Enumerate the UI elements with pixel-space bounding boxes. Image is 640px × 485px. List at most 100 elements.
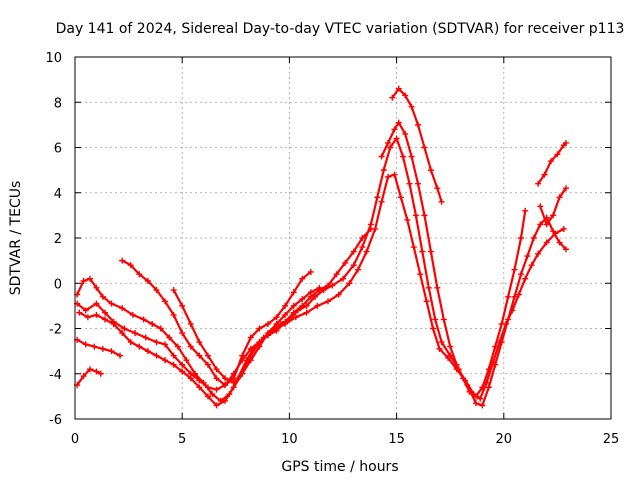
data-point-marker — [162, 298, 169, 305]
data-point-marker — [342, 259, 349, 266]
y-tick-label: 0 — [54, 277, 62, 292]
data-point-marker — [299, 296, 306, 303]
data-point-marker — [179, 368, 186, 375]
data-point-marker — [333, 271, 340, 278]
series-track-3 — [76, 284, 323, 409]
series-track-4 — [119, 257, 314, 389]
y-tick-label: 4 — [54, 187, 62, 202]
data-point-marker — [427, 167, 434, 174]
data-point-marker — [196, 339, 203, 346]
data-point-marker — [447, 343, 454, 350]
data-point-marker — [522, 275, 529, 282]
data-point-marker — [204, 352, 211, 359]
data-point-marker — [127, 339, 134, 346]
y-tick-label: 10 — [45, 51, 62, 66]
data-point-marker — [187, 343, 194, 350]
data-point-marker — [316, 287, 323, 294]
grid — [75, 57, 611, 419]
data-point-marker — [537, 203, 544, 210]
data-point-marker — [222, 375, 229, 382]
data-point-marker — [528, 262, 535, 269]
series-track-6 — [378, 119, 529, 400]
data-point-marker — [466, 388, 473, 395]
data-point-marker — [417, 271, 424, 278]
chart-title: Day 141 of 2024, Sidereal Day-to-day VTE… — [56, 21, 625, 37]
data-point-marker — [460, 375, 467, 382]
data-point-marker — [170, 287, 177, 294]
data-point-marker — [108, 348, 115, 355]
data-point-marker — [142, 334, 149, 341]
data-point-marker — [415, 180, 422, 187]
y-tick-label: -2 — [49, 323, 62, 338]
data-point-marker — [387, 144, 394, 151]
data-point-marker — [84, 314, 91, 321]
data-point-marker — [282, 311, 289, 318]
y-tick-label: -6 — [49, 413, 62, 428]
data-point-marker — [479, 384, 486, 391]
ticks: 0 5 10 15 20 25 -6 -4 -2 0 2 4 6 8 10 — [45, 51, 619, 447]
data-point-marker — [477, 395, 484, 402]
data-point-marker — [374, 194, 381, 201]
data-point-marker — [541, 171, 548, 178]
data-point-marker — [256, 325, 263, 332]
data-point-marker — [204, 393, 211, 400]
data-point-marker — [303, 309, 310, 316]
data-point-marker — [479, 402, 486, 409]
data-point-marker — [264, 332, 271, 339]
series-line — [172, 227, 372, 384]
data-point-marker — [505, 293, 512, 300]
data-point-marker — [421, 144, 428, 151]
data-point-marker — [359, 235, 366, 241]
data-point-marker — [119, 330, 126, 337]
data-point-marker — [340, 275, 346, 282]
data-point-marker — [192, 370, 199, 377]
data-point-marker — [179, 302, 186, 309]
data-point-marker — [543, 239, 550, 246]
data-point-marker — [404, 216, 411, 223]
x-tick-label: 20 — [496, 432, 513, 447]
data-point-marker — [556, 194, 563, 201]
data-point-marker — [80, 277, 87, 284]
data-point-marker — [80, 373, 87, 380]
data-point-marker — [485, 384, 492, 391]
data-point-marker — [554, 151, 561, 158]
data-point-marker — [430, 325, 437, 332]
data-point-marker — [425, 284, 432, 291]
data-point-marker — [562, 139, 569, 146]
data-point-marker — [127, 262, 134, 269]
data-point-marker — [378, 153, 385, 160]
data-point-marker — [363, 248, 370, 255]
data-point-marker — [239, 352, 246, 359]
data-point-marker — [273, 320, 280, 327]
y-tick-label: 2 — [54, 232, 62, 247]
data-point-marker — [395, 85, 402, 92]
data-point-marker — [196, 352, 203, 359]
data-point-marker — [87, 275, 94, 282]
data-point-marker — [121, 325, 128, 332]
data-point-marker — [434, 185, 441, 192]
data-point-marker — [515, 291, 522, 298]
data-point-marker — [136, 271, 143, 278]
data-point-marker — [472, 393, 479, 400]
data-point-marker — [204, 361, 211, 368]
data-point-marker — [256, 339, 263, 346]
data-point-marker — [140, 316, 147, 323]
series-track-9 — [537, 185, 569, 228]
data-point-marker — [498, 339, 505, 346]
data-point-marker — [93, 311, 100, 318]
data-point-marker — [380, 167, 387, 174]
data-point-marker — [550, 212, 557, 219]
data-point-marker — [282, 318, 289, 325]
data-point-marker — [350, 248, 357, 255]
data-point-marker — [239, 370, 246, 377]
data-point-marker — [355, 266, 362, 273]
data-point-marker — [378, 198, 385, 205]
data-point-marker — [511, 266, 518, 273]
series-line — [76, 173, 565, 400]
data-point-marker — [432, 316, 439, 323]
data-point-marker — [102, 316, 109, 323]
x-tick-label: 15 — [388, 432, 405, 447]
data-point-marker — [350, 262, 357, 269]
data-point-marker — [93, 368, 100, 375]
